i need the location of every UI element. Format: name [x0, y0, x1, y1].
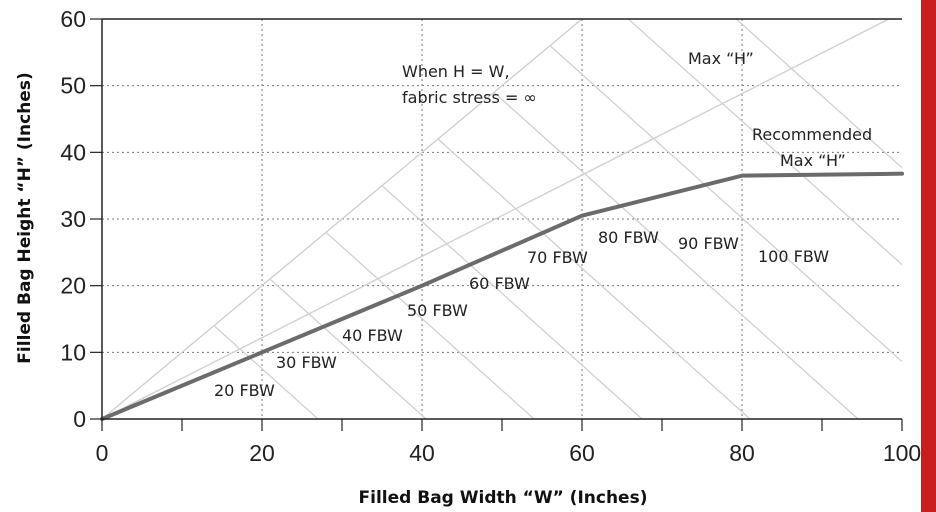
- fbw-label-50: 50 FBW: [407, 301, 468, 320]
- reference-line-0: [102, 19, 583, 419]
- x-tick-label-40: 40: [409, 440, 435, 466]
- max-h-label: Max “H”: [688, 49, 754, 68]
- y-tick-label-30: 30: [60, 206, 86, 232]
- y-tick-label-40: 40: [60, 139, 86, 165]
- fbw-label-20: 20 FBW: [214, 381, 275, 400]
- fbw-guide-line-30: [269, 278, 427, 419]
- fbw-guide-line-20: [213, 325, 319, 419]
- stress-label-line2: fabric stress = ∞: [402, 88, 537, 107]
- fbw-label-90: 90 FBW: [678, 234, 739, 253]
- recommended-label-line2: Max “H”: [780, 151, 846, 170]
- reference-lines: [102, 19, 891, 419]
- fbw-label-60: 60 FBW: [469, 274, 530, 293]
- fbw-label-80: 80 FBW: [598, 228, 659, 247]
- y-tick-label-0: 0: [73, 406, 86, 432]
- fbw-guide-line-100: [735, 19, 902, 169]
- x-axis-title: Filled Bag Width “W” (Inches): [359, 488, 648, 508]
- stress-label-line1: When H = W,: [402, 62, 510, 81]
- fbw-guide-lines: [213, 19, 902, 419]
- x-tick-label-80: 80: [729, 440, 755, 466]
- y-tick-label-60: 60: [60, 6, 86, 32]
- fbw-label-70: 70 FBW: [527, 248, 588, 267]
- fbw-guide-line-40: [325, 231, 535, 419]
- fbw-label-40: 40 FBW: [342, 326, 403, 345]
- fbw-guide-line-50: [381, 185, 643, 419]
- axes: 0 20 40 60 80 100 0 10 20 30 40 50 60: [60, 6, 921, 466]
- grid: [102, 19, 902, 419]
- fbw-label-30: 30 FBW: [276, 353, 337, 372]
- fbw-guide-line-70: [493, 91, 859, 419]
- series-layer: [100, 171, 904, 421]
- recommended-label-line1: Recommended: [752, 125, 872, 144]
- x-tick-label-100: 100: [883, 440, 921, 466]
- x-tick-label-0: 0: [96, 440, 109, 466]
- labels: Filled Bag Width “W” (Inches) Filled Bag…: [15, 49, 872, 508]
- series-line-0: [100, 171, 904, 421]
- reference-line-1: [102, 19, 891, 419]
- red-accent-bar: [921, 0, 936, 512]
- y-tick-label-20: 20: [60, 273, 86, 299]
- y-tick-label-50: 50: [60, 73, 86, 99]
- fbw-guide-line-90: [627, 19, 902, 266]
- y-tick-label-10: 10: [60, 339, 86, 365]
- x-tick-label-20: 20: [249, 440, 275, 466]
- fbw-guide-line-60: [437, 138, 751, 419]
- y-axis-title: Filled Bag Height “H” (Inches): [15, 72, 35, 363]
- x-tick-label-60: 60: [569, 440, 595, 466]
- fbw-label-100: 100 FBW: [758, 247, 829, 266]
- fbw-guide-line-80: [549, 45, 902, 363]
